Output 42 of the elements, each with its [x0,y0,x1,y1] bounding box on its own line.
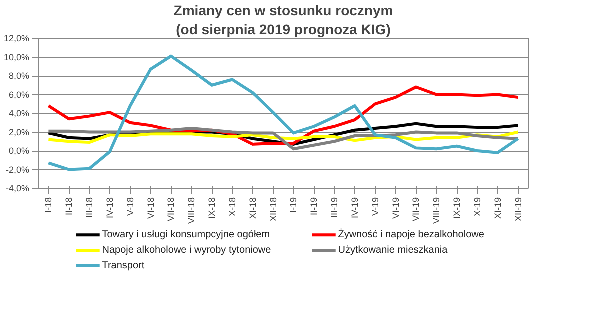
x-tick-label: VIII-18 [186,197,197,224]
y-tick-label: -2,0% [6,164,30,175]
line-series [47,54,520,172]
line-series [47,127,520,151]
x-tick-label: XI-19 [492,197,503,220]
x-tick-label: X-19 [472,197,482,217]
legend-label: Żywność i napoje bezalkoholowe [338,228,485,241]
legend-label: Transport [102,260,145,272]
y-tick-label: 10,0% [4,52,30,62]
x-tick-label: XII-19 [513,197,524,222]
x-tick-label: IV-18 [104,198,115,219]
legend-label: Napoje alkoholowe i wyroby tytoniowe [102,245,272,256]
y-tick-label: 4,0% [8,108,30,118]
y-tick-label: 8,0% [8,71,30,81]
y-tick-label: 12,0% [4,34,30,44]
x-tick-label: II-18 [64,197,74,216]
x-tick-label: VI-18 [146,197,156,220]
x-tick-label: X-18 [227,197,238,217]
x-tick-label: III-18 [84,197,95,218]
x-tick-label: IV-19 [350,198,360,219]
chart-title: Zmiany cen w stosunku rocznym [174,2,394,18]
x-tick-label: I-18 [44,197,54,214]
y-tick-label: 2,0% [8,127,30,138]
legend-label: Towary i usługi konsumpcyjne ogółem [102,230,270,241]
x-tick-label: XI-18 [248,197,258,220]
y-tick-label: 0,0% [8,146,30,156]
y-tick-label: 6,0% [8,90,30,100]
x-tick-label: IX-18 [207,197,218,220]
x-tick-label: IX-19 [452,197,462,220]
chart-subtitle: (od sierpnia 2019 prognoza KIG) [176,22,391,38]
x-tick-label: V-18 [125,198,136,216]
x-tick-label: VI-19 [390,197,401,220]
x-tick-label: VIII-19 [432,197,442,224]
x-tick-label: I-19 [288,197,299,214]
x-tick-label: XII-18 [268,197,278,222]
x-tick-label: VII-19 [411,197,422,222]
legend-label: Użytkowanie mieszkania [338,245,448,256]
x-tick-label: V-19 [370,198,380,216]
y-tick-label: -4,0% [6,184,30,194]
x-tick-label: VII-18 [166,197,176,222]
x-tick-label: II-19 [309,197,320,216]
x-tick-label: III-19 [330,197,340,218]
